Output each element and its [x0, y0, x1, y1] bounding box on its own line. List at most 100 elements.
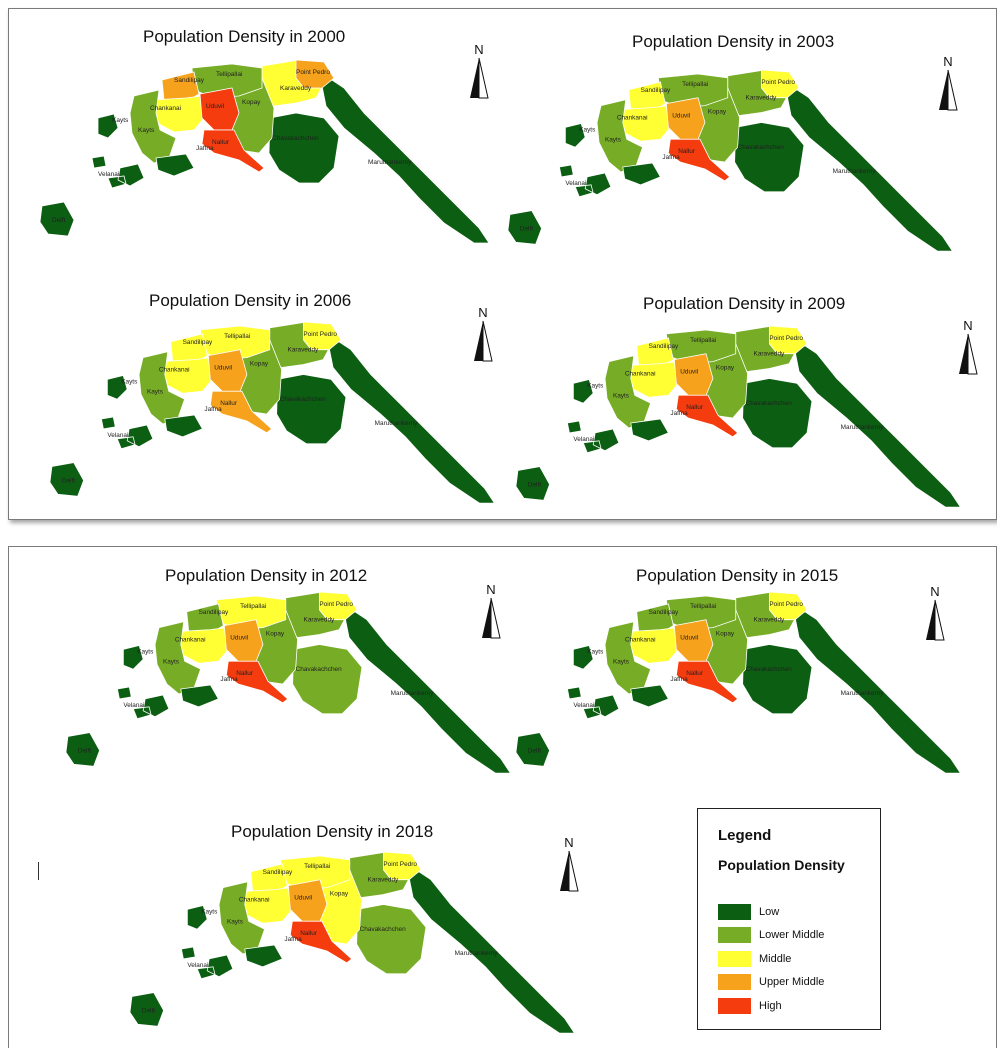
place-label-maruthankerny: Maruthankerny: [375, 420, 419, 427]
region-pointpedro: [295, 59, 335, 89]
place-label-tellipallai: Tellipallai: [690, 337, 716, 344]
region-islands: [515, 644, 669, 767]
north-label: N: [474, 42, 483, 57]
place-label-chankanai: Chankanai: [159, 366, 190, 373]
region-east: [408, 871, 576, 1034]
place-label-jaffna: Jaffna: [670, 676, 688, 683]
region-east: [344, 611, 512, 774]
region-chavakachchen: [742, 378, 813, 449]
region-chankanai: [618, 105, 671, 142]
north-label: N: [564, 835, 573, 850]
region-east: [794, 345, 962, 508]
region-east: [786, 89, 954, 252]
legend-swatch-high: [718, 998, 751, 1014]
legend-title: Legend: [718, 827, 772, 844]
place-label-sandilipay: Sandilipay: [199, 609, 229, 616]
place-label-karaveddy: Karaveddy: [288, 347, 319, 354]
region-chavakachchen: [276, 374, 347, 445]
place-label-kayts: Kayts: [227, 918, 243, 925]
place-label-chavakachchen: Chavakachchen: [360, 926, 406, 933]
place-label-tellipallai: Tellipallai: [240, 603, 266, 610]
place-label-kopay: Kopay: [250, 361, 269, 368]
place-label-nallur: Nallur: [678, 148, 696, 155]
map-title-m2015: Population Density in 2015: [636, 566, 839, 585]
north-arrow-icon: N: [926, 584, 945, 641]
north-label: N: [478, 305, 487, 320]
place-label-karaveddy: Karaveddy: [280, 85, 312, 92]
place-label-tellipallai: Tellipallai: [682, 81, 708, 88]
place-label-kayts: Kayts: [121, 378, 137, 385]
legend-swatch-lower-middle: [718, 927, 751, 943]
place-label-uduvil: Uduvil: [672, 113, 690, 120]
region-chankanai: [151, 95, 205, 133]
place-label-kopay: Kopay: [716, 365, 735, 372]
place-label-chankanai: Chankanai: [175, 636, 206, 643]
place-label-delft: Delft: [142, 1007, 155, 1014]
north-arrow-icon: N: [939, 54, 958, 111]
region-chankanai: [626, 627, 679, 664]
north-arrow-icon: N: [959, 318, 978, 375]
legend-item-low: Low: [718, 904, 779, 920]
place-label-jaffna: Jaffna: [220, 676, 238, 683]
place-label-point_pedro: Point Pedro: [769, 601, 803, 608]
region-pointpedro: [760, 69, 800, 99]
legend-box: Legend Population Density Low Lower Midd…: [697, 808, 881, 1030]
place-label-jaffna: Jaffna: [284, 936, 302, 943]
place-label-point_pedro: Point Pedro: [319, 601, 353, 608]
region-chankanai: [160, 357, 213, 394]
region-islands: [65, 644, 219, 767]
place-label-tellipallai: Tellipallai: [690, 603, 716, 610]
place-label-tellipallai: Tellipallai: [224, 333, 250, 340]
legend-item-middle: Middle: [718, 951, 791, 967]
place-label-delft: Delft: [78, 747, 91, 754]
place-label-uduvil: Uduvil: [206, 103, 225, 110]
place-label-nallur: Nallur: [236, 670, 254, 677]
place-label-chavakachchen: Chavakachchen: [280, 396, 326, 403]
legend-label-low: Low: [759, 906, 780, 918]
region-east: [794, 611, 962, 774]
region-islands: [129, 904, 283, 1027]
place-label-karaveddy: Karaveddy: [746, 95, 777, 102]
place-label-kayts: Kayts: [163, 658, 179, 665]
place-label-nallur: Nallur: [686, 670, 704, 677]
place-label-maruthankerny: Maruthankerny: [833, 168, 877, 175]
place-label-sandilipay: Sandilipay: [263, 869, 293, 876]
place-label-tellipallai: Tellipallai: [216, 71, 242, 78]
north-arrow-icon: N: [482, 582, 501, 639]
region-chavakachchen: [356, 904, 427, 975]
region-chavakachchen: [742, 644, 813, 715]
legend-swatch-low: [718, 904, 751, 920]
region-nallur: [225, 660, 289, 704]
legend-swatch-upper-middle: [718, 974, 751, 990]
legend-swatch-middle: [718, 951, 751, 967]
place-label-point_pedro: Point Pedro: [296, 69, 330, 76]
place-label-point_pedro: Point Pedro: [761, 79, 795, 86]
region-pointpedro: [302, 321, 342, 351]
place-label-nallur: Nallur: [212, 139, 230, 146]
place-label-chankanai: Chankanai: [239, 896, 270, 903]
place-label-kayts: Kayts: [138, 127, 155, 134]
place-label-nallur: Nallur: [300, 930, 318, 937]
place-label-maruthankerny: Maruthankerny: [391, 690, 435, 697]
north-label: N: [943, 54, 952, 69]
place-label-karaveddy: Karaveddy: [754, 351, 785, 358]
legend-item-lower-middle: Lower Middle: [718, 927, 824, 943]
place-label-sandilipay: Sandilipay: [649, 343, 679, 350]
text-cursor-mark: [38, 862, 39, 880]
region-chavakachchen: [268, 112, 340, 184]
place-label-chankanai: Chankanai: [150, 105, 181, 112]
region-nallur: [675, 394, 739, 438]
region-nallur: [209, 390, 273, 434]
place-label-maruthankerny: Maruthankerny: [841, 690, 885, 697]
density-map-m2000: Sandilipay Tellipallai Point Pedro Karavedd…: [39, 59, 490, 244]
place-label-kayts: Kayts: [201, 908, 217, 915]
place-label-jaffna: Jaffna: [662, 154, 680, 161]
density-map-m2006: Sandilipay Tellipallai Point Pedro Karavedd…: [49, 321, 496, 504]
place-label-delft: Delft: [528, 481, 541, 488]
place-label-kopay: Kopay: [242, 99, 261, 106]
place-label-kayts: Kayts: [587, 382, 603, 389]
place-label-jaffna: Jaffna: [196, 145, 214, 152]
region-islands: [39, 113, 195, 237]
place-label-uduvil: Uduvil: [680, 635, 698, 642]
place-label-kopay: Kopay: [266, 631, 285, 638]
